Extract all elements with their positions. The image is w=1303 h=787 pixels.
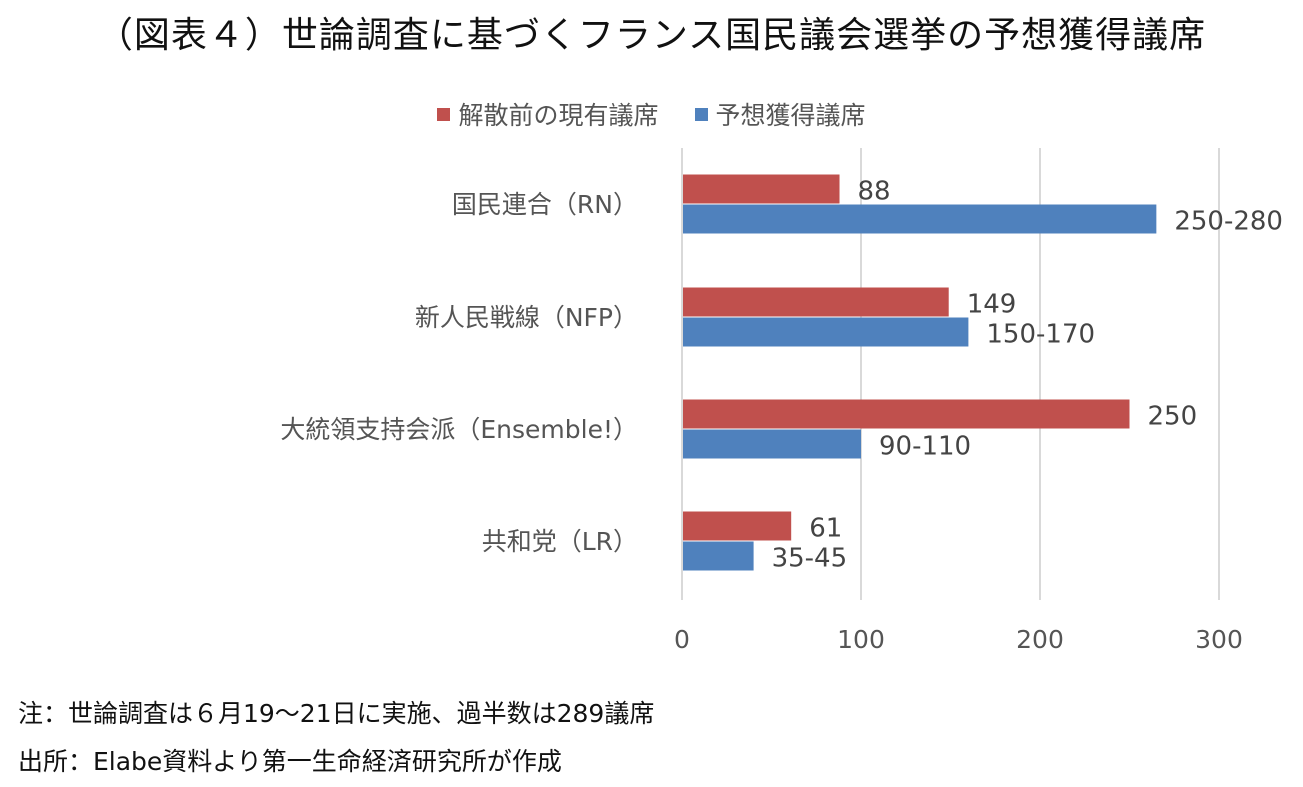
chart-title: （図表４）世論調査に基づくフランス国民議会選挙の予想獲得議席 xyxy=(96,15,1207,56)
bar-current-seats xyxy=(682,287,949,317)
data-label: 88 xyxy=(858,177,891,207)
note-source: 出所：Elabe資料より第一生命経済研究所が作成 xyxy=(18,747,562,776)
bar-current-seats xyxy=(682,399,1130,429)
x-tick-label: 300 xyxy=(1195,625,1243,654)
category-label: 新人民戦線（NFP） xyxy=(415,303,638,332)
bar-projected-seats xyxy=(682,317,969,347)
x-tick-label: 200 xyxy=(1016,625,1064,654)
note-survey: 注：世論調査は６月19～21日に実施、過半数は289議席 xyxy=(18,699,655,728)
data-label: 90-110 xyxy=(879,432,971,462)
bar-projected-seats xyxy=(682,429,861,459)
legend-swatch-current xyxy=(437,107,451,121)
bar-current-seats xyxy=(682,511,792,541)
x-tick-label: 100 xyxy=(837,625,885,654)
data-label: 250 xyxy=(1148,402,1198,432)
data-label: 35-45 xyxy=(772,544,848,574)
data-label: 61 xyxy=(809,514,842,544)
category-label: 国民連合（RN） xyxy=(452,190,638,219)
bar-chart: 0 100 200 300 国民連合（RN） 88 250-280 新人民戦線（NFP） 149… xyxy=(280,148,1283,654)
bar-current-seats xyxy=(682,174,840,204)
data-label: 150-170 xyxy=(986,320,1095,350)
legend-item-projected-seats: 予想獲得議席 xyxy=(694,96,866,132)
legend-swatch-projected xyxy=(694,107,708,121)
data-label: 149 xyxy=(967,290,1017,320)
legend-item-current-seats: 解散前の現有議席 xyxy=(437,96,659,132)
data-label: 250-280 xyxy=(1174,207,1283,237)
legend-label-current: 解散前の現有議席 xyxy=(458,101,659,130)
legend-label-projected: 予想獲得議席 xyxy=(715,101,866,130)
bar-projected-seats xyxy=(682,204,1157,234)
category-label: 大統領支持会派（Ensemble!） xyxy=(280,415,638,444)
category-label: 共和党（LR） xyxy=(482,527,638,556)
x-tick-label: 0 xyxy=(674,625,690,654)
legend: 解散前の現有議席 予想獲得議席 xyxy=(0,96,1303,132)
notes: 注：世論調査は６月19～21日に実施、過半数は289議席 出所：Elabe資料よ… xyxy=(18,690,654,786)
bar-projected-seats xyxy=(682,541,754,571)
